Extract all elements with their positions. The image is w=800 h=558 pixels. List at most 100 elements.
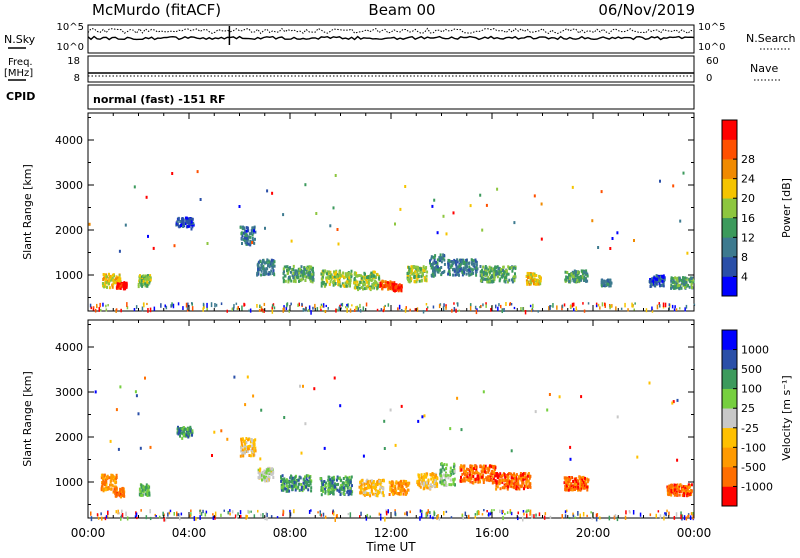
echo-cell [142,489,145,493]
echo-cell [269,272,272,276]
scatter-speck [522,307,524,312]
scatter-speck [276,516,279,519]
echo-cell [479,473,482,476]
echo-cell [364,490,367,494]
scatter-speck [90,511,92,516]
scatter-speck [629,511,631,514]
echo-cell [517,477,520,481]
echo-cell [412,271,415,275]
echo-cell [499,277,502,281]
echo-cell [500,275,503,278]
scatter-speck [212,513,214,516]
echo-cell [467,476,470,480]
echo-cell [470,258,473,262]
echo-cell [484,265,487,268]
scatter-speck [655,513,657,519]
echo-cell [146,494,149,497]
echo-cell [113,479,116,483]
echo-cell [376,480,379,484]
echo-cell [676,492,679,496]
echo-cell [508,472,511,475]
echo-cell [360,274,362,278]
echo-cell [651,282,653,286]
echo-cell [258,475,261,479]
echo-cell [525,480,528,484]
echo-cell [116,282,119,286]
echo-cell [422,475,425,479]
echo-cell [149,276,152,280]
scatter-speck [168,511,171,515]
echo-cell [288,489,291,493]
scatter-speck [469,306,472,311]
echo-cell [439,471,442,475]
echo-cell [358,274,361,277]
freq-tick-left-high: 18 [67,56,80,67]
echo-cell [371,492,374,496]
scatter-speck [525,510,527,513]
echo-cell [507,473,509,477]
echo-cell [580,276,583,280]
scatter-speck [182,306,184,311]
echo-cell [291,274,294,277]
echo-cell [271,191,274,195]
echo-cell [430,483,432,487]
echo-cell [436,484,439,488]
echo-cell [440,260,443,264]
echo-cell [298,279,300,283]
echo-cell [526,474,529,478]
echo-cell [331,484,334,488]
echo-cell [525,279,528,283]
echo-cell [116,493,119,497]
echo-cell [417,473,420,477]
scatter-speck [628,510,631,513]
echo-cell [308,265,311,269]
echo-cell [251,444,254,448]
echo-cell [242,451,245,455]
scatter-speck [141,306,144,312]
echo-cell [417,274,420,278]
echo-cell [366,480,369,484]
echo-cell [534,410,537,414]
echo-cell [488,277,491,281]
echo-cell [346,479,349,483]
echo-cell [404,489,407,493]
echo-cell [101,477,104,480]
echo-cell [528,482,531,486]
echo-cell [119,286,122,290]
echo-cell [339,276,341,280]
echo-cell [294,280,297,284]
echo-cell [565,278,568,282]
echo-cell [252,445,255,448]
echo-cell [302,487,305,491]
echo-cell [381,285,384,289]
echo-cell [570,482,573,486]
echo-cell [392,481,395,485]
echo-cell [503,486,506,490]
echo-cell [372,281,375,285]
scatter-speck [120,308,122,313]
scatter-speck [259,304,261,309]
echo-cell [283,265,286,269]
echo-cell [244,236,247,240]
scatter-speck [264,516,266,521]
scatter-speck [501,509,503,515]
echo-cell [431,480,434,484]
echo-cell [534,282,537,286]
scatter-speck [171,302,173,307]
echo-cell [148,493,151,497]
echo-cell [515,487,518,491]
scatter-speck [302,308,305,312]
echo-cell [138,278,141,282]
scatter-speck [308,305,311,311]
scatter-speck [582,512,585,517]
echo-cell [287,280,290,284]
echo-cell [191,217,194,221]
scatter-speck [177,302,180,306]
echo-cell [190,218,192,222]
scatter-speck [172,303,175,309]
echo-cell [287,486,290,490]
scatter-speck [336,308,338,311]
echo-cell [480,276,483,280]
echo-cell [328,271,331,275]
echo-cell [341,485,343,489]
